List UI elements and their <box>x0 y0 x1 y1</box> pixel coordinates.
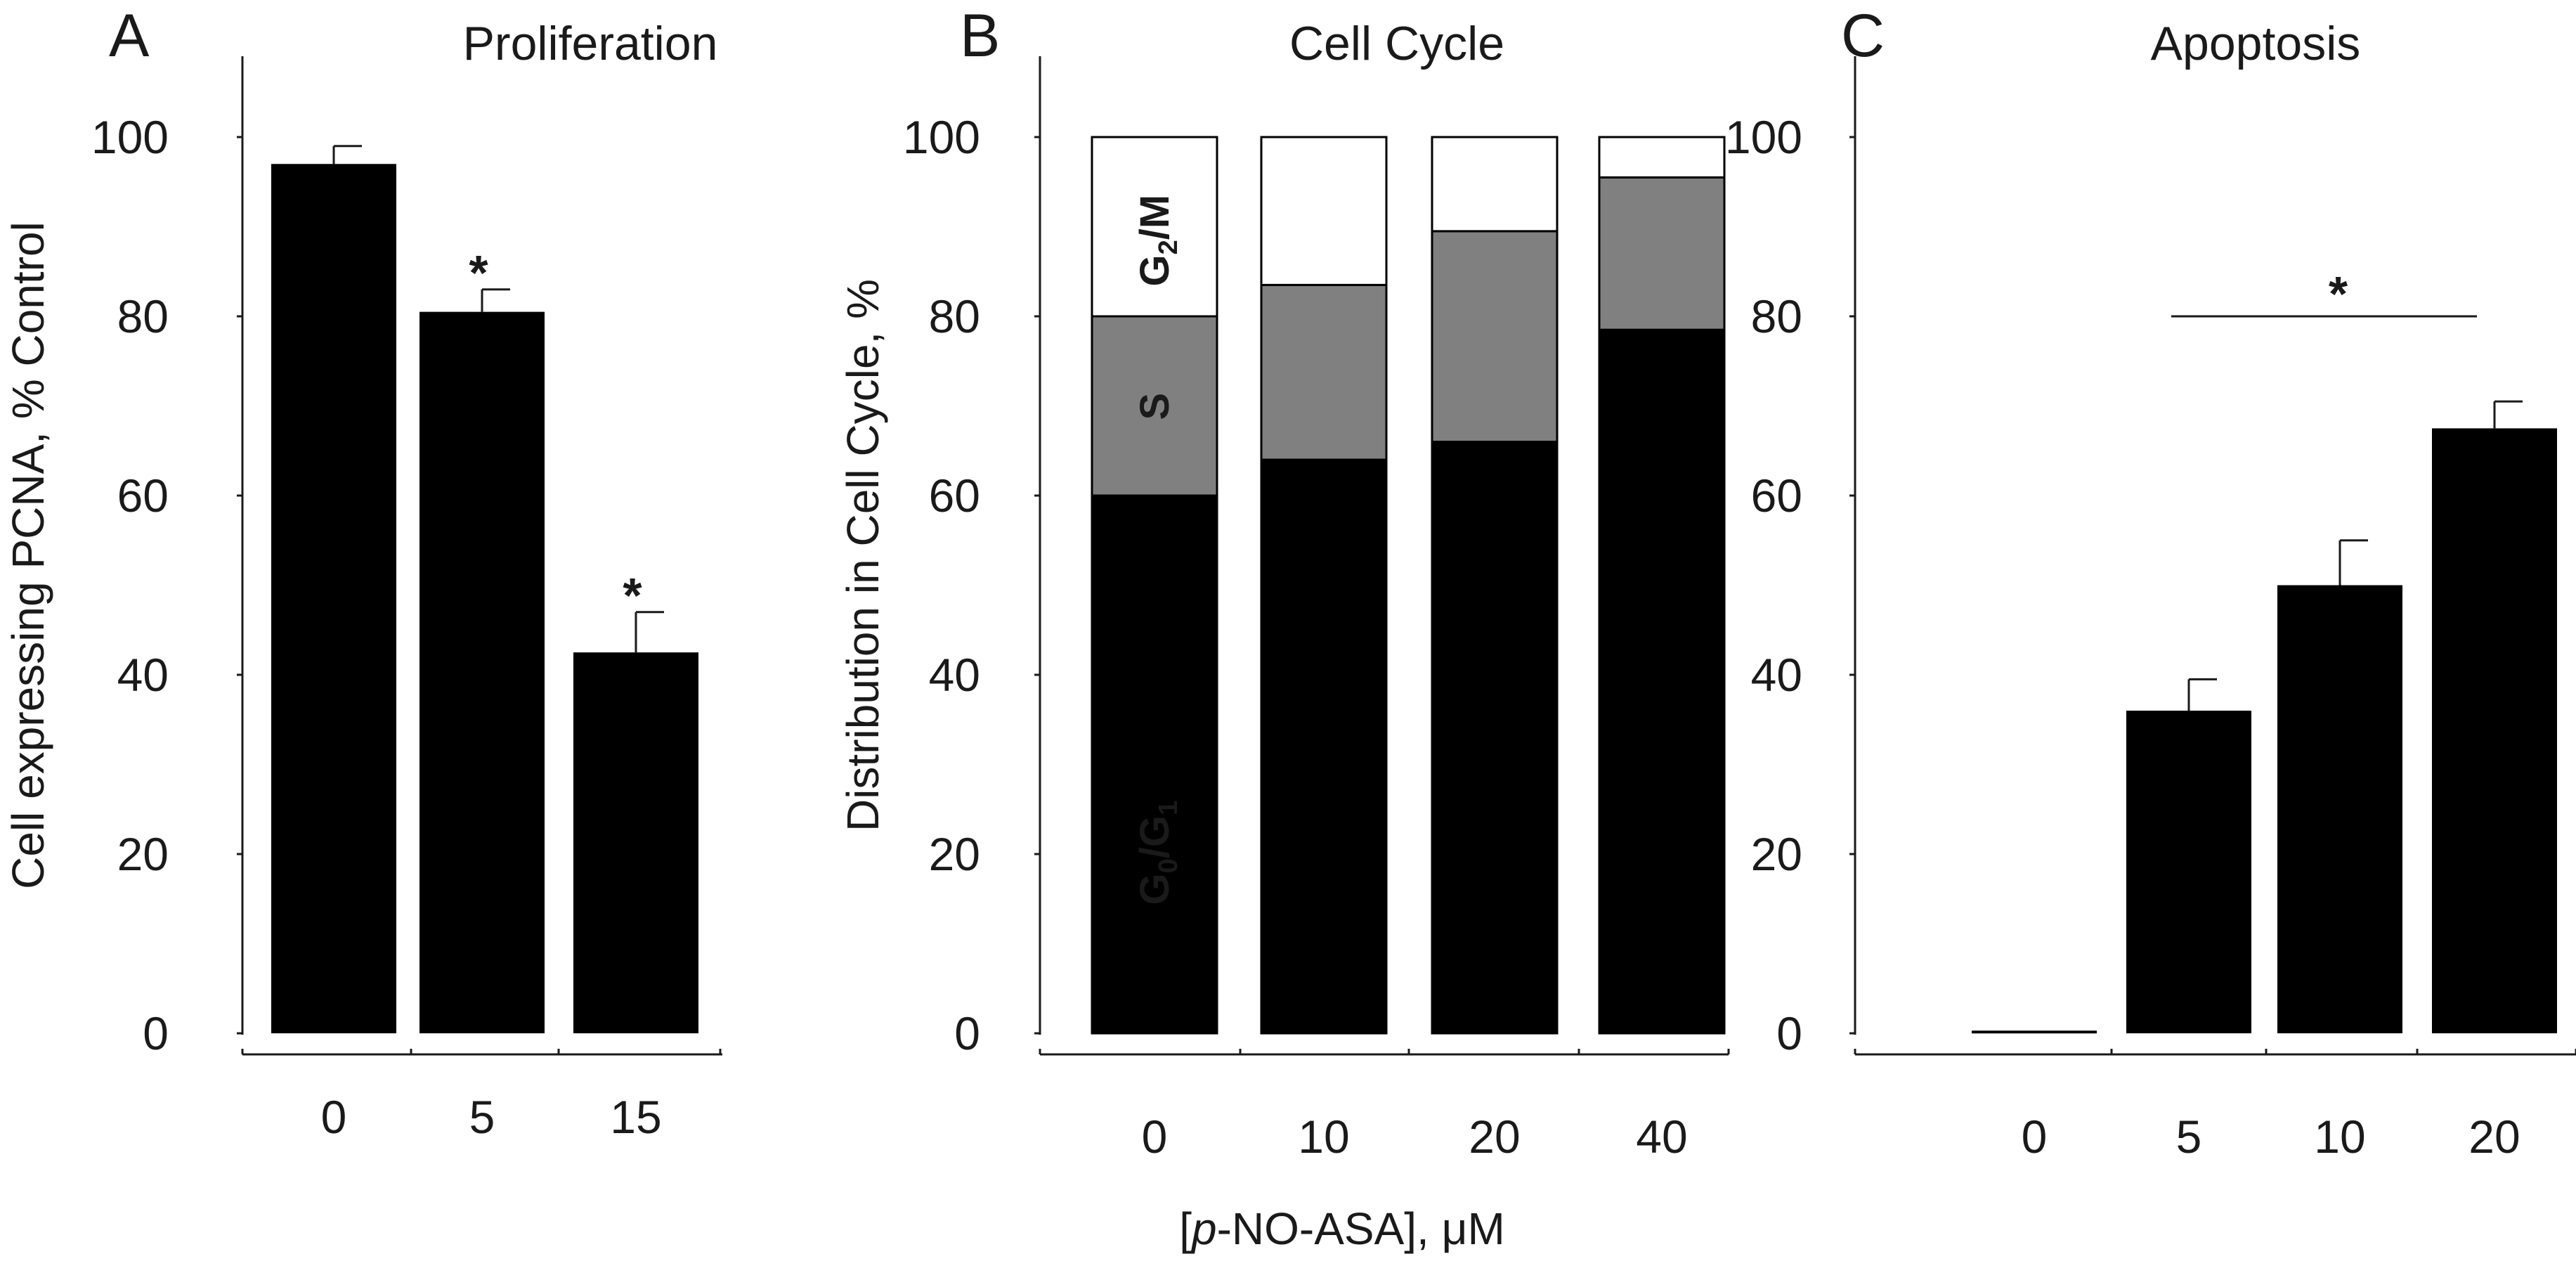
stacked-segment-s <box>1431 230 1559 443</box>
y-tick-label: 60 <box>1751 470 1802 522</box>
panel-letter: B <box>960 2 1000 70</box>
bar <box>2277 585 2402 1033</box>
stacked-segment-g2-m <box>1091 136 1218 318</box>
bar <box>2126 711 2251 1033</box>
segment-label-s: S <box>1132 393 1178 420</box>
chart-title: Apoptosis <box>2151 17 2361 70</box>
y-tick-label: 100 <box>903 111 980 163</box>
stacked-segment-g0-g1 <box>1260 458 1388 1035</box>
y-tick-label: 80 <box>117 290 169 342</box>
x-category-label: 20 <box>1469 1111 1520 1163</box>
stacked-segment-g0-g1 <box>1091 494 1218 1035</box>
y-tick-label: 0 <box>1776 1007 1802 1059</box>
x-category-label: 0 <box>321 1091 347 1143</box>
y-axis-label: Cell expressing PCNA, % Control <box>3 221 53 889</box>
y-axis-label: Distribution in Cell Cycle, % <box>838 279 888 832</box>
segment-label-g0-g1: G0/G1 <box>1132 801 1183 905</box>
bar <box>573 652 698 1033</box>
bar <box>2432 428 2557 1033</box>
y-tick-label: 40 <box>929 649 980 701</box>
x-category-label: 10 <box>2314 1111 2365 1163</box>
bar <box>271 164 396 1033</box>
x-category-label: 0 <box>1142 1111 1168 1163</box>
y-tick-label: 100 <box>1725 111 1802 163</box>
stacked-segment-g0-g1 <box>1598 328 1726 1035</box>
x-category-label: 5 <box>2176 1111 2202 1163</box>
x-category-label: 20 <box>2468 1111 2520 1163</box>
panel-a-proliferation-chart: A Proliferation 0 20 40 60 80 100 Cell expressin… <box>3 2 722 1143</box>
chart-title: Proliferation <box>463 17 718 70</box>
y-tick-label: 40 <box>1751 649 1802 701</box>
y-tick-label: 20 <box>1751 828 1802 880</box>
y-tick-label: 20 <box>117 828 169 880</box>
y-tick-label: 60 <box>929 470 980 522</box>
y-tick-label: 0 <box>954 1007 980 1059</box>
y-tick-label: 0 <box>143 1007 169 1059</box>
y-tick-label: 80 <box>1751 290 1802 342</box>
stacked-segment-g2-m <box>1598 136 1726 179</box>
segment-label-g2-m: G2/M <box>1132 195 1183 287</box>
x-category-label: 5 <box>469 1091 495 1143</box>
significance-star: * <box>623 568 642 623</box>
y-tick-label: 100 <box>91 111 169 163</box>
x-category-label: 0 <box>2022 1111 2048 1163</box>
bar <box>419 311 545 1033</box>
stacked-segment-g2-m <box>1431 136 1559 233</box>
y-tick-label: 80 <box>929 290 980 342</box>
stacked-segment-s <box>1091 315 1218 497</box>
panel-c-apoptosis-chart: C Apoptosis 0 20 40 60 80 100 0 5 10 20 * <box>1725 2 2576 1163</box>
stacked-segment-s <box>1260 283 1388 461</box>
y-tick-label: 40 <box>117 649 169 701</box>
y-tick-label: 60 <box>117 470 169 522</box>
chart-title: Cell Cycle <box>1289 17 1504 70</box>
x-category-label: 40 <box>1636 1111 1687 1163</box>
stacked-segment-g0-g1 <box>1431 441 1559 1035</box>
panel-letter: A <box>109 2 150 70</box>
x-category-label: 10 <box>1298 1111 1349 1163</box>
stacked-segment-g2-m <box>1260 136 1388 286</box>
y-tick-label: 20 <box>929 828 980 880</box>
x-category-label: 15 <box>610 1091 661 1143</box>
bar <box>1972 1030 2097 1034</box>
significance-star: * <box>2329 266 2348 321</box>
significance-star: * <box>469 245 488 300</box>
stacked-segment-s <box>1598 176 1726 331</box>
panel-letter: C <box>1841 2 1885 70</box>
shared-x-axis-label: [p-NO-ASA], μM <box>1179 1203 1505 1254</box>
